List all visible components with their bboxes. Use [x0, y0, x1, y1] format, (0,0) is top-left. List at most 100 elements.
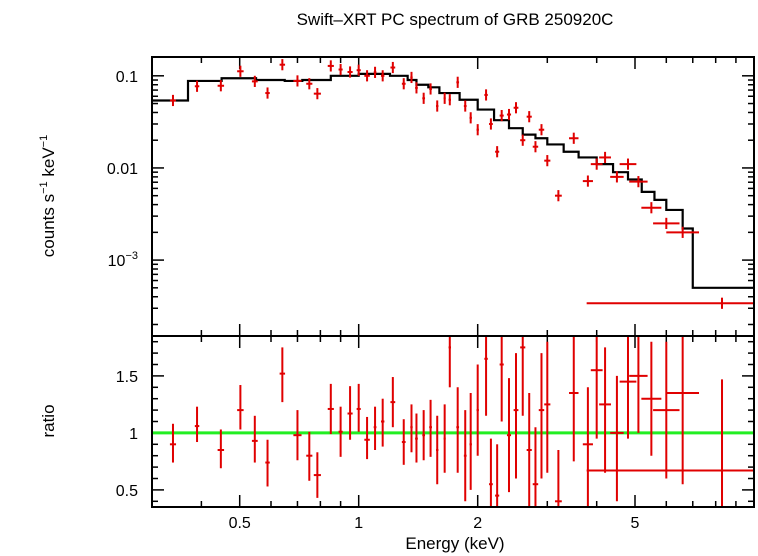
spectrum-data-point [194, 80, 200, 92]
spectrum-frame [151, 56, 755, 337]
spectrum-data-point [169, 94, 177, 107]
ratio-data-point [429, 399, 432, 457]
spectrum-data-point [415, 82, 418, 94]
spectrum-y-tick-label: 0.01 [107, 161, 138, 178]
ratio-data-point [666, 336, 700, 485]
spectrum-data-point [463, 100, 467, 112]
ratio-data-point [641, 341, 662, 456]
ylabel-mid: keV [39, 147, 58, 182]
spectrum-data-point [513, 102, 519, 114]
ratio-data-point [586, 379, 754, 507]
spectrum-data-point [327, 60, 334, 72]
ratio-y-tick-labels: 0.5 1 1.5 [116, 369, 138, 500]
ratio-data-point [538, 353, 545, 479]
x-tick-labels: 0.5 1 2 5 [229, 515, 640, 532]
spectrum-y-tick-label: 0.1 [116, 69, 138, 86]
spectrum-data-point [586, 297, 754, 309]
ratio-data-point [610, 375, 624, 502]
ratio-data-point [653, 341, 680, 479]
ratio-data-point [456, 387, 460, 473]
spectrum-data-point [313, 88, 321, 100]
spectrum-data-point [582, 175, 593, 187]
ratio-data-point [293, 410, 302, 461]
spectrum-data-point [390, 61, 396, 74]
ratio-data-point [422, 410, 426, 461]
spectrum-data-point [506, 108, 512, 121]
spectrum-data-point [495, 146, 500, 158]
x-tick-label: 0.5 [229, 515, 251, 532]
spectrum-ticks [151, 57, 755, 336]
ratio-data-point [513, 353, 519, 479]
spectrum-data-point [338, 63, 343, 76]
spectrum-data-point [476, 124, 479, 136]
spectrum-data-point [237, 65, 244, 77]
ratio-data-point [251, 415, 258, 463]
ratio-data-point [436, 415, 439, 485]
spectrum-data-point [532, 141, 539, 153]
ratio-data-point [356, 383, 361, 432]
spectrum-data-point [448, 94, 451, 106]
spectrum-data-point [347, 66, 353, 78]
spectrum-data-point [544, 155, 551, 167]
spectrum-data-point [265, 87, 270, 99]
ratio-data-point [448, 336, 451, 388]
spectrum-data-point [217, 80, 225, 92]
ratio-data-point [590, 336, 603, 439]
spectrum-data-point [251, 75, 258, 87]
ratio-data-point [582, 387, 593, 507]
ratio-data-point [544, 341, 551, 473]
spectrum-data-point [306, 78, 313, 90]
ratio-y-tick-label: 1.5 [116, 369, 138, 386]
ratio-y-axis-label: ratio [39, 404, 58, 437]
spectrum-data-point [641, 202, 662, 214]
spectrum-data-point [520, 134, 526, 146]
spectrum-data-point [293, 75, 302, 87]
spectrum-data-point [619, 158, 637, 170]
spectrum-data-point [443, 92, 446, 104]
spectrum-data-point [499, 110, 504, 122]
model-step-line [152, 72, 754, 289]
x-axis-label: Energy (keV) [405, 534, 504, 553]
spectrum-y-axis-label: counts s−1 keV−1 [38, 135, 58, 257]
spectrum-y-tick-labels: 0.1 0.01 10−3 [107, 69, 138, 270]
ratio-data-point [194, 406, 200, 443]
spectrum-data-point [401, 78, 406, 90]
spectrum-y-tick-label: 10−3 [108, 250, 138, 270]
x-tick-label: 1 [354, 515, 363, 532]
ratio-data-point [347, 386, 353, 440]
ratio-data-point [469, 393, 472, 490]
spectrum-data-point [484, 89, 488, 101]
spectrum-data-point [373, 66, 377, 78]
ratio-data-point [265, 439, 270, 487]
ratio-y-tick-label: 1 [129, 426, 138, 443]
ratio-data-point [443, 404, 446, 473]
ylabel-main: counts s [39, 194, 58, 257]
spectrum-data-point [590, 158, 603, 170]
ratio-data-point [306, 431, 313, 481]
x-tick-label: 2 [473, 515, 482, 532]
ratio-data-point [499, 336, 504, 422]
model-curve [152, 72, 754, 289]
ratio-data-point [380, 398, 385, 447]
spectrum-data-point [422, 92, 426, 104]
spectrum-data-point [666, 226, 700, 238]
ratio-data-point [599, 347, 611, 473]
spectrum-data-point [554, 190, 562, 202]
ratio-data-point [415, 413, 418, 463]
ratio-frame [151, 335, 755, 508]
ratio-ticks [151, 336, 755, 507]
ylabel-exp1: −1 [38, 181, 50, 194]
tick-mantissa: 10 [108, 253, 126, 270]
spectrum-data-point [364, 70, 370, 82]
ratio-panel: 0.5 1 1.5 0.5 1 2 5 ratio Energy (keV) [39, 335, 755, 553]
spectrum-data-point [538, 124, 545, 136]
ratio-data-points [169, 336, 754, 507]
spectrum-data-point [380, 70, 385, 82]
spectrum-data-point [629, 176, 648, 188]
x-tick-label: 5 [631, 515, 640, 532]
ratio-data-point [390, 377, 396, 428]
ratio-data-point [313, 452, 321, 498]
ratio-data-point [526, 393, 532, 507]
spectrum-data-point [526, 111, 532, 123]
